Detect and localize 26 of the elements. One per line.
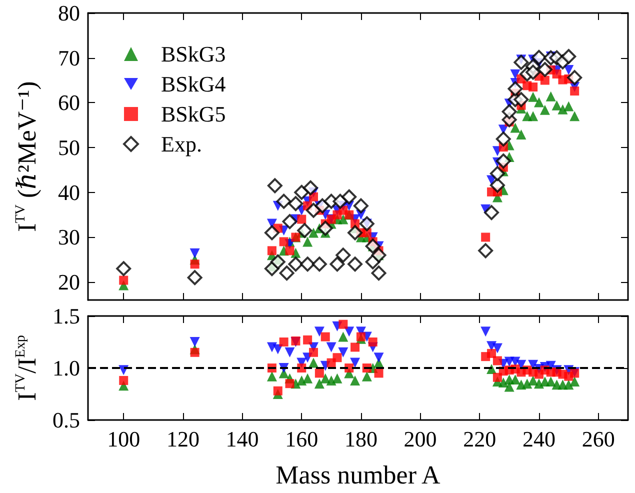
x-tick-label: 260 [582, 426, 615, 452]
x-tick-label: 220 [463, 426, 496, 452]
y-tick-label: 1.5 [52, 304, 80, 328]
y-tick-label: 60 [58, 90, 80, 116]
x-tick-label: 140 [226, 426, 259, 452]
x-tick-label: 120 [166, 426, 200, 452]
y-tick-label: 40 [58, 180, 80, 205]
y-tick-label: 30 [58, 224, 80, 250]
legend-label: BSkG3 [161, 42, 226, 66]
legend-label: Exp. [161, 132, 202, 156]
y-tick-label: 0.5 [52, 408, 80, 432]
x-tick-label: 240 [522, 426, 556, 452]
y-tick-label: 1.0 [52, 356, 80, 380]
y-axis-title: ITV/IExp [12, 335, 42, 401]
legend-label: BSkG5 [161, 102, 226, 126]
y-axis-title: ITV (ℏ²MeV⁻¹) [12, 81, 42, 232]
y-tick-label: 50 [58, 135, 80, 160]
y-tick-label: 20 [58, 270, 80, 295]
x-tick-label: 200 [404, 426, 437, 452]
x-axis-title: Mass number A [276, 460, 441, 490]
x-tick-label: 100 [107, 426, 140, 452]
y-tick-label: 70 [58, 45, 80, 70]
x-tick-label: 160 [285, 426, 318, 452]
y-tick-label: 80 [58, 0, 80, 26]
legend-label: BSkG4 [161, 72, 226, 96]
x-tick-label: 180 [344, 426, 378, 452]
